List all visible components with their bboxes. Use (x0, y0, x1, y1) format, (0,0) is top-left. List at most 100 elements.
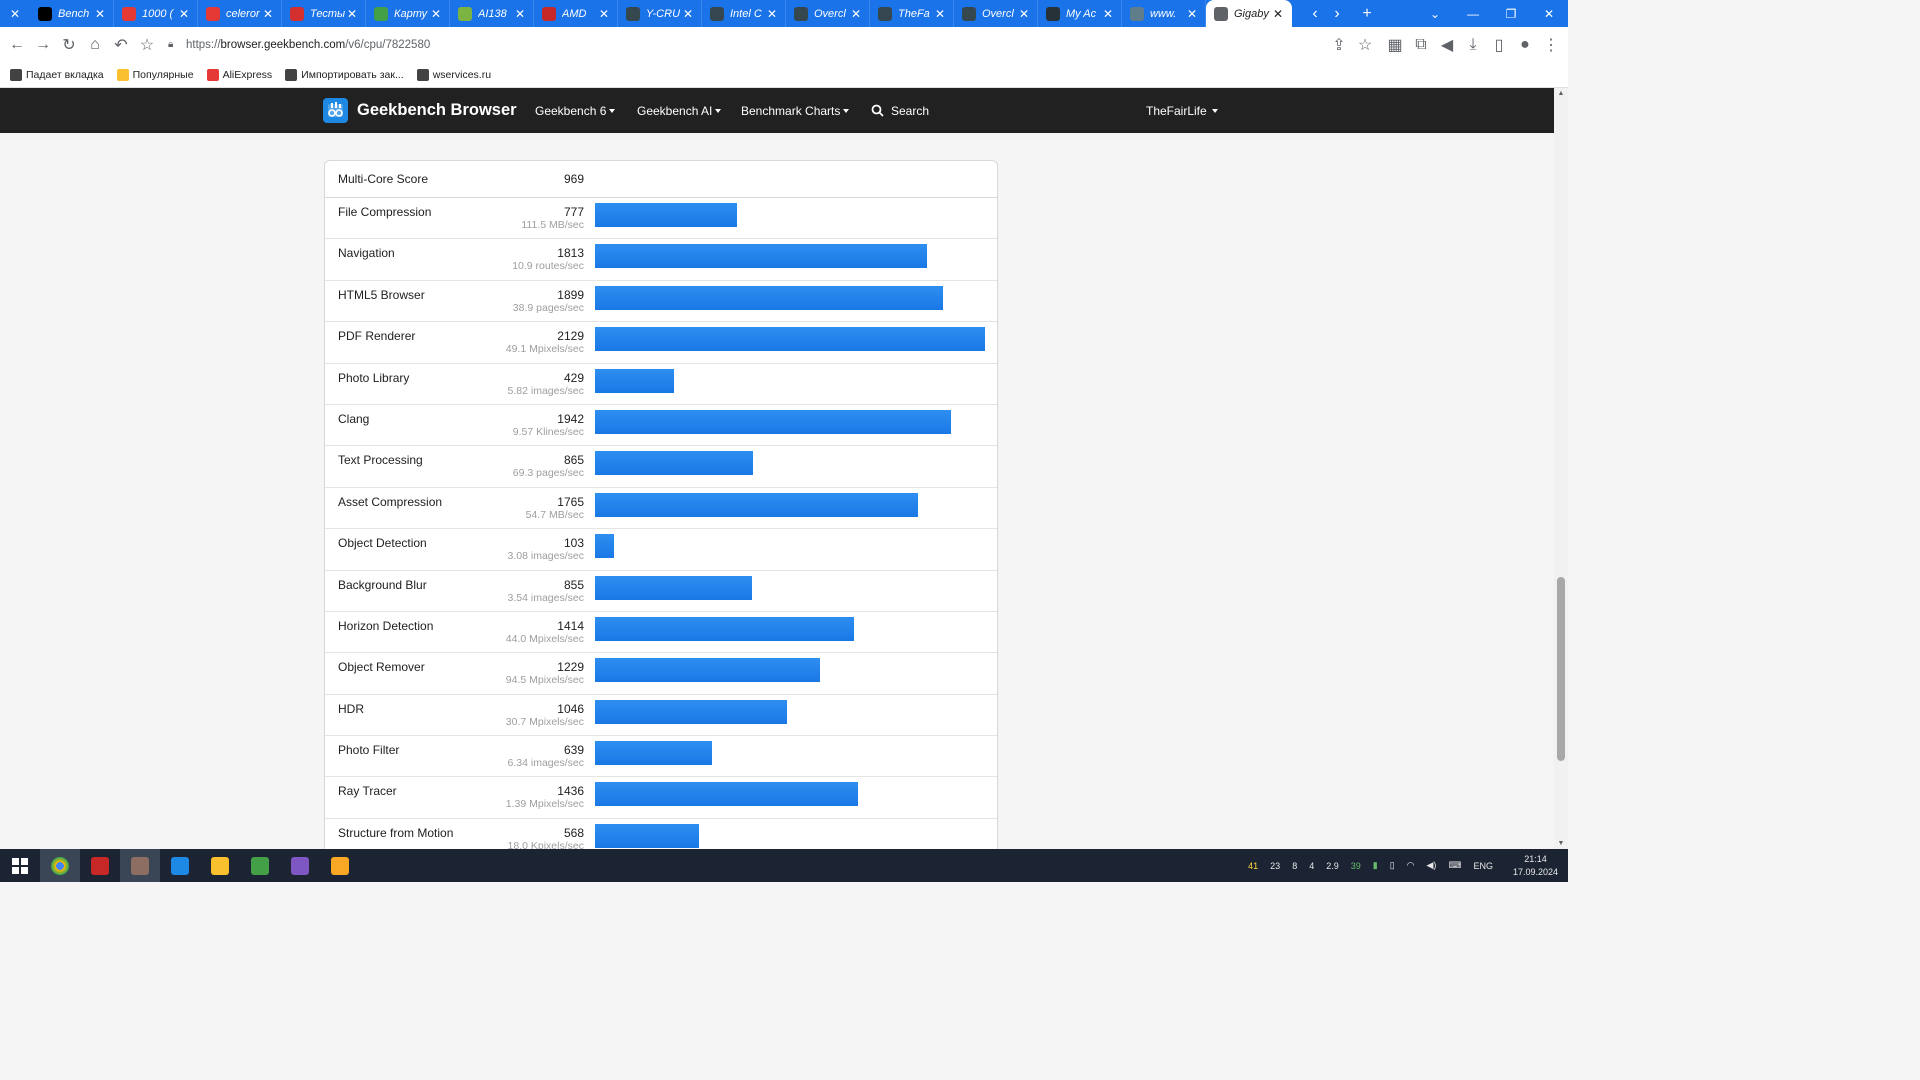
arrow-icon (290, 6, 304, 21)
star-icon[interactable]: ☆ (139, 36, 155, 54)
tab-close-icon[interactable]: ✕ (1186, 6, 1198, 21)
sidepanel-icon[interactable]: ▯ (1494, 37, 1504, 54)
bookmark-item[interactable]: Падает вкладка (10, 68, 104, 81)
tab-close-icon[interactable]: ✕ (598, 6, 610, 21)
brand-link[interactable]: Geekbench Browser (323, 98, 517, 123)
browser-tab[interactable]: AMD ✕ (534, 0, 618, 27)
minimize-icon[interactable]: — (1467, 6, 1479, 21)
tab-close-icon[interactable]: ✕ (766, 6, 778, 21)
bookmark-star-icon[interactable]: ☆ (1357, 37, 1373, 54)
profile-icon[interactable]: ● (1520, 36, 1530, 53)
browser-tab[interactable]: Bench ✕ (30, 0, 114, 27)
tab-close-icon[interactable]: ✕ (682, 6, 694, 21)
tab-close-icon[interactable]: ✕ (1272, 6, 1284, 21)
browser-tab[interactable]: Тесты ✕ (282, 0, 366, 27)
browser-tab[interactable]: Карту ✕ (366, 0, 450, 27)
wifi-icon[interactable]: ◠ (1406, 860, 1415, 870)
browser-tab[interactable]: www. ✕ (1122, 0, 1206, 27)
scroll-down-icon[interactable]: ▼ (1557, 840, 1565, 847)
keyboard-icon[interactable]: ⌨ (1448, 860, 1462, 870)
taskbar-app-8[interactable] (320, 849, 360, 882)
browser-tab[interactable]: Y-CRU ✕ (618, 0, 702, 27)
taskbar-app-4[interactable] (160, 849, 200, 882)
menu-dots-icon[interactable]: ⋮ (1543, 37, 1559, 54)
tab-close-icon[interactable]: ✕ (346, 6, 358, 21)
signal-icon[interactable]: ▮ (1372, 860, 1378, 870)
benchmark-rate: 5.82 images/sec (507, 384, 584, 397)
clock[interactable]: 21:14 17.09.2024 (1513, 853, 1558, 879)
score-bar (595, 244, 928, 269)
taskbar-app-3[interactable] (120, 849, 160, 882)
close-icon[interactable]: ✕ (9, 6, 21, 21)
chevron-left-icon[interactable]: ‹ (1312, 4, 1318, 22)
chevron-right-icon[interactable]: › (1334, 4, 1340, 22)
page-scrollbar[interactable]: ▲ ▼ (1554, 88, 1568, 849)
tab-close-icon[interactable]: ✕ (262, 6, 274, 21)
tab-close-icon[interactable]: ✕ (1018, 6, 1030, 21)
user-menu[interactable]: TheFairLife (1146, 88, 1218, 133)
menu-geekbench6[interactable]: Geekbench 6 (535, 88, 616, 133)
tab-title: Bench (58, 7, 90, 20)
bookmark-icon (416, 68, 429, 81)
restore-icon[interactable]: ❐ (1505, 6, 1517, 21)
menu-label: Benchmark Charts (741, 103, 841, 118)
caret-down-icon (609, 108, 616, 113)
language-indicator[interactable]: ENG (1473, 860, 1493, 871)
browser-tab[interactable]: celeror ✕ (198, 0, 282, 27)
back-icon[interactable]: ← (9, 35, 25, 53)
tab-close-icon[interactable]: ✕ (1102, 6, 1114, 21)
score-label: Multi-Core Score (338, 172, 429, 186)
bookmark-item[interactable]: AliExpress (206, 68, 272, 81)
search-link[interactable]: Search (871, 88, 929, 133)
browser-tab[interactable]: AI138 ✕ (450, 0, 534, 27)
taskbar-app-2[interactable] (80, 849, 120, 882)
bookmark-item[interactable]: Импортировать зак... (285, 68, 404, 81)
benchmark-score: 1436 (557, 784, 584, 799)
browser-tab[interactable]: TheFa ✕ (870, 0, 954, 27)
scrollbar-thumb[interactable] (1557, 577, 1565, 761)
crop-icon[interactable]: ⧉ (1415, 36, 1427, 53)
scroll-up-icon[interactable]: ▲ (1557, 90, 1565, 97)
taskbar-app-7[interactable] (280, 849, 320, 882)
browser-tab[interactable]: Overcl ✕ (954, 0, 1038, 27)
browser-tab[interactable]: Intel C ✕ (702, 0, 786, 27)
bookmark-item[interactable]: Популярные (116, 68, 194, 81)
tab-close-icon[interactable]: ✕ (850, 6, 862, 21)
bookmark-label: wservices.ru (432, 68, 492, 81)
browser-tab[interactable]: 1000 (✕ (114, 0, 198, 27)
mute-icon[interactable]: ◀ (1440, 37, 1454, 54)
bookmark-item[interactable]: wservices.ru (416, 68, 492, 81)
forward-icon[interactable]: → (35, 35, 51, 53)
start-button[interactable] (0, 849, 40, 882)
battery-icon[interactable]: ▯ (1389, 860, 1395, 870)
benchmark-score: 1046 (557, 701, 584, 716)
tab-close-icon[interactable]: ✕ (178, 6, 190, 21)
taskbar-chrome[interactable] (40, 849, 80, 882)
extensions-icon[interactable]: ▦ (1387, 37, 1403, 54)
benchmark-score: 103 (563, 536, 584, 551)
browser-tab[interactable]: Gigaby ✕ (1206, 0, 1292, 27)
undo-icon[interactable]: ↶ (114, 36, 128, 54)
tab-search-icon[interactable]: ⌄ (1429, 6, 1441, 21)
browser-tab[interactable]: My Ac ✕ (1038, 0, 1122, 27)
window-close-icon[interactable]: ✕ (1543, 6, 1555, 21)
tab-close-icon[interactable]: ✕ (430, 6, 442, 21)
swirl-icon (122, 6, 136, 21)
reload-icon[interactable]: ↻ (62, 36, 76, 54)
taskbar-app-6[interactable] (240, 849, 280, 882)
new-tab-icon[interactable]: + (1362, 4, 1372, 22)
benchmark-row: Photo Library 429 5.82 images/sec (325, 364, 997, 405)
browser-tab[interactable]: Overcl ✕ (786, 0, 870, 27)
menu-benchmark-charts[interactable]: Benchmark Charts (741, 88, 850, 133)
menu-geekbench-ai[interactable]: Geekbench AI (637, 88, 722, 133)
url-bar[interactable]: 🔒︎ https://browser.geekbench.com/v6/cpu/… (168, 32, 1378, 57)
tab-close-icon[interactable]: ✕ (514, 6, 526, 21)
benchmark-name: Object Detection (338, 536, 427, 551)
tab-close-icon[interactable]: ✕ (94, 6, 106, 21)
share-icon[interactable]: ⇪ (1332, 37, 1346, 54)
taskbar-explorer[interactable] (200, 849, 240, 882)
download-icon[interactable]: ⤓ (1469, 36, 1477, 53)
volume-icon[interactable]: ◀) (1426, 860, 1437, 870)
home-icon[interactable]: ⌂ (90, 35, 100, 53)
tab-close-icon[interactable]: ✕ (934, 6, 946, 21)
